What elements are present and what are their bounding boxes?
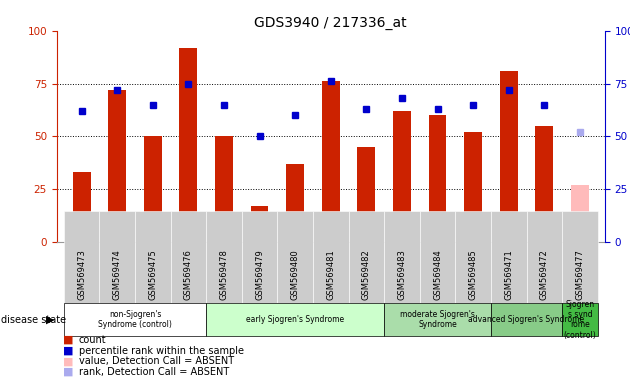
Text: ■: ■: [63, 356, 74, 366]
Text: moderate Sjogren's
Syndrome: moderate Sjogren's Syndrome: [400, 310, 475, 329]
Text: GSM569479: GSM569479: [255, 249, 264, 300]
Text: rank, Detection Call = ABSENT: rank, Detection Call = ABSENT: [79, 367, 229, 377]
Text: GSM569485: GSM569485: [469, 249, 478, 300]
Text: percentile rank within the sample: percentile rank within the sample: [79, 346, 244, 356]
Bar: [286, 164, 304, 242]
Text: ■: ■: [63, 346, 74, 356]
Text: GSM569484: GSM569484: [433, 249, 442, 300]
Bar: [428, 115, 447, 242]
Bar: [72, 172, 91, 242]
Bar: [393, 111, 411, 242]
Bar: [322, 81, 340, 242]
Text: value, Detection Call = ABSENT: value, Detection Call = ABSENT: [79, 356, 234, 366]
Text: advanced Sjogren's Syndrome: advanced Sjogren's Syndrome: [469, 315, 585, 324]
Text: GSM569483: GSM569483: [398, 249, 406, 300]
Bar: [571, 185, 589, 242]
Text: Sjogren
s synd
rome
(control): Sjogren s synd rome (control): [563, 300, 596, 340]
Bar: [500, 71, 518, 242]
Bar: [215, 136, 233, 242]
Text: disease state: disease state: [1, 314, 66, 325]
Bar: [251, 206, 268, 242]
Bar: [464, 132, 482, 242]
Bar: [536, 126, 553, 242]
Bar: [108, 90, 126, 242]
Text: non-Sjogren's
Syndrome (control): non-Sjogren's Syndrome (control): [98, 310, 172, 329]
Text: GSM569481: GSM569481: [326, 249, 335, 300]
Text: GSM569472: GSM569472: [540, 249, 549, 300]
Bar: [144, 136, 162, 242]
Text: count: count: [79, 335, 106, 345]
Bar: [357, 147, 375, 242]
Text: GSM569476: GSM569476: [184, 249, 193, 300]
Text: GSM569475: GSM569475: [148, 249, 158, 300]
Text: GSM569480: GSM569480: [290, 249, 300, 300]
Text: GSM569482: GSM569482: [362, 249, 371, 300]
Text: early Sjogren's Syndrome: early Sjogren's Syndrome: [246, 315, 344, 324]
Text: GSM569477: GSM569477: [575, 249, 585, 300]
Text: GSM569478: GSM569478: [219, 249, 229, 300]
Text: ▶: ▶: [46, 314, 54, 325]
Text: GSM569473: GSM569473: [77, 249, 86, 300]
Bar: [180, 48, 197, 242]
Text: GSM569471: GSM569471: [504, 249, 513, 300]
Title: GDS3940 / 217336_at: GDS3940 / 217336_at: [255, 16, 407, 30]
Text: GSM569474: GSM569474: [113, 249, 122, 300]
Text: ■: ■: [63, 367, 74, 377]
Text: ■: ■: [63, 335, 74, 345]
